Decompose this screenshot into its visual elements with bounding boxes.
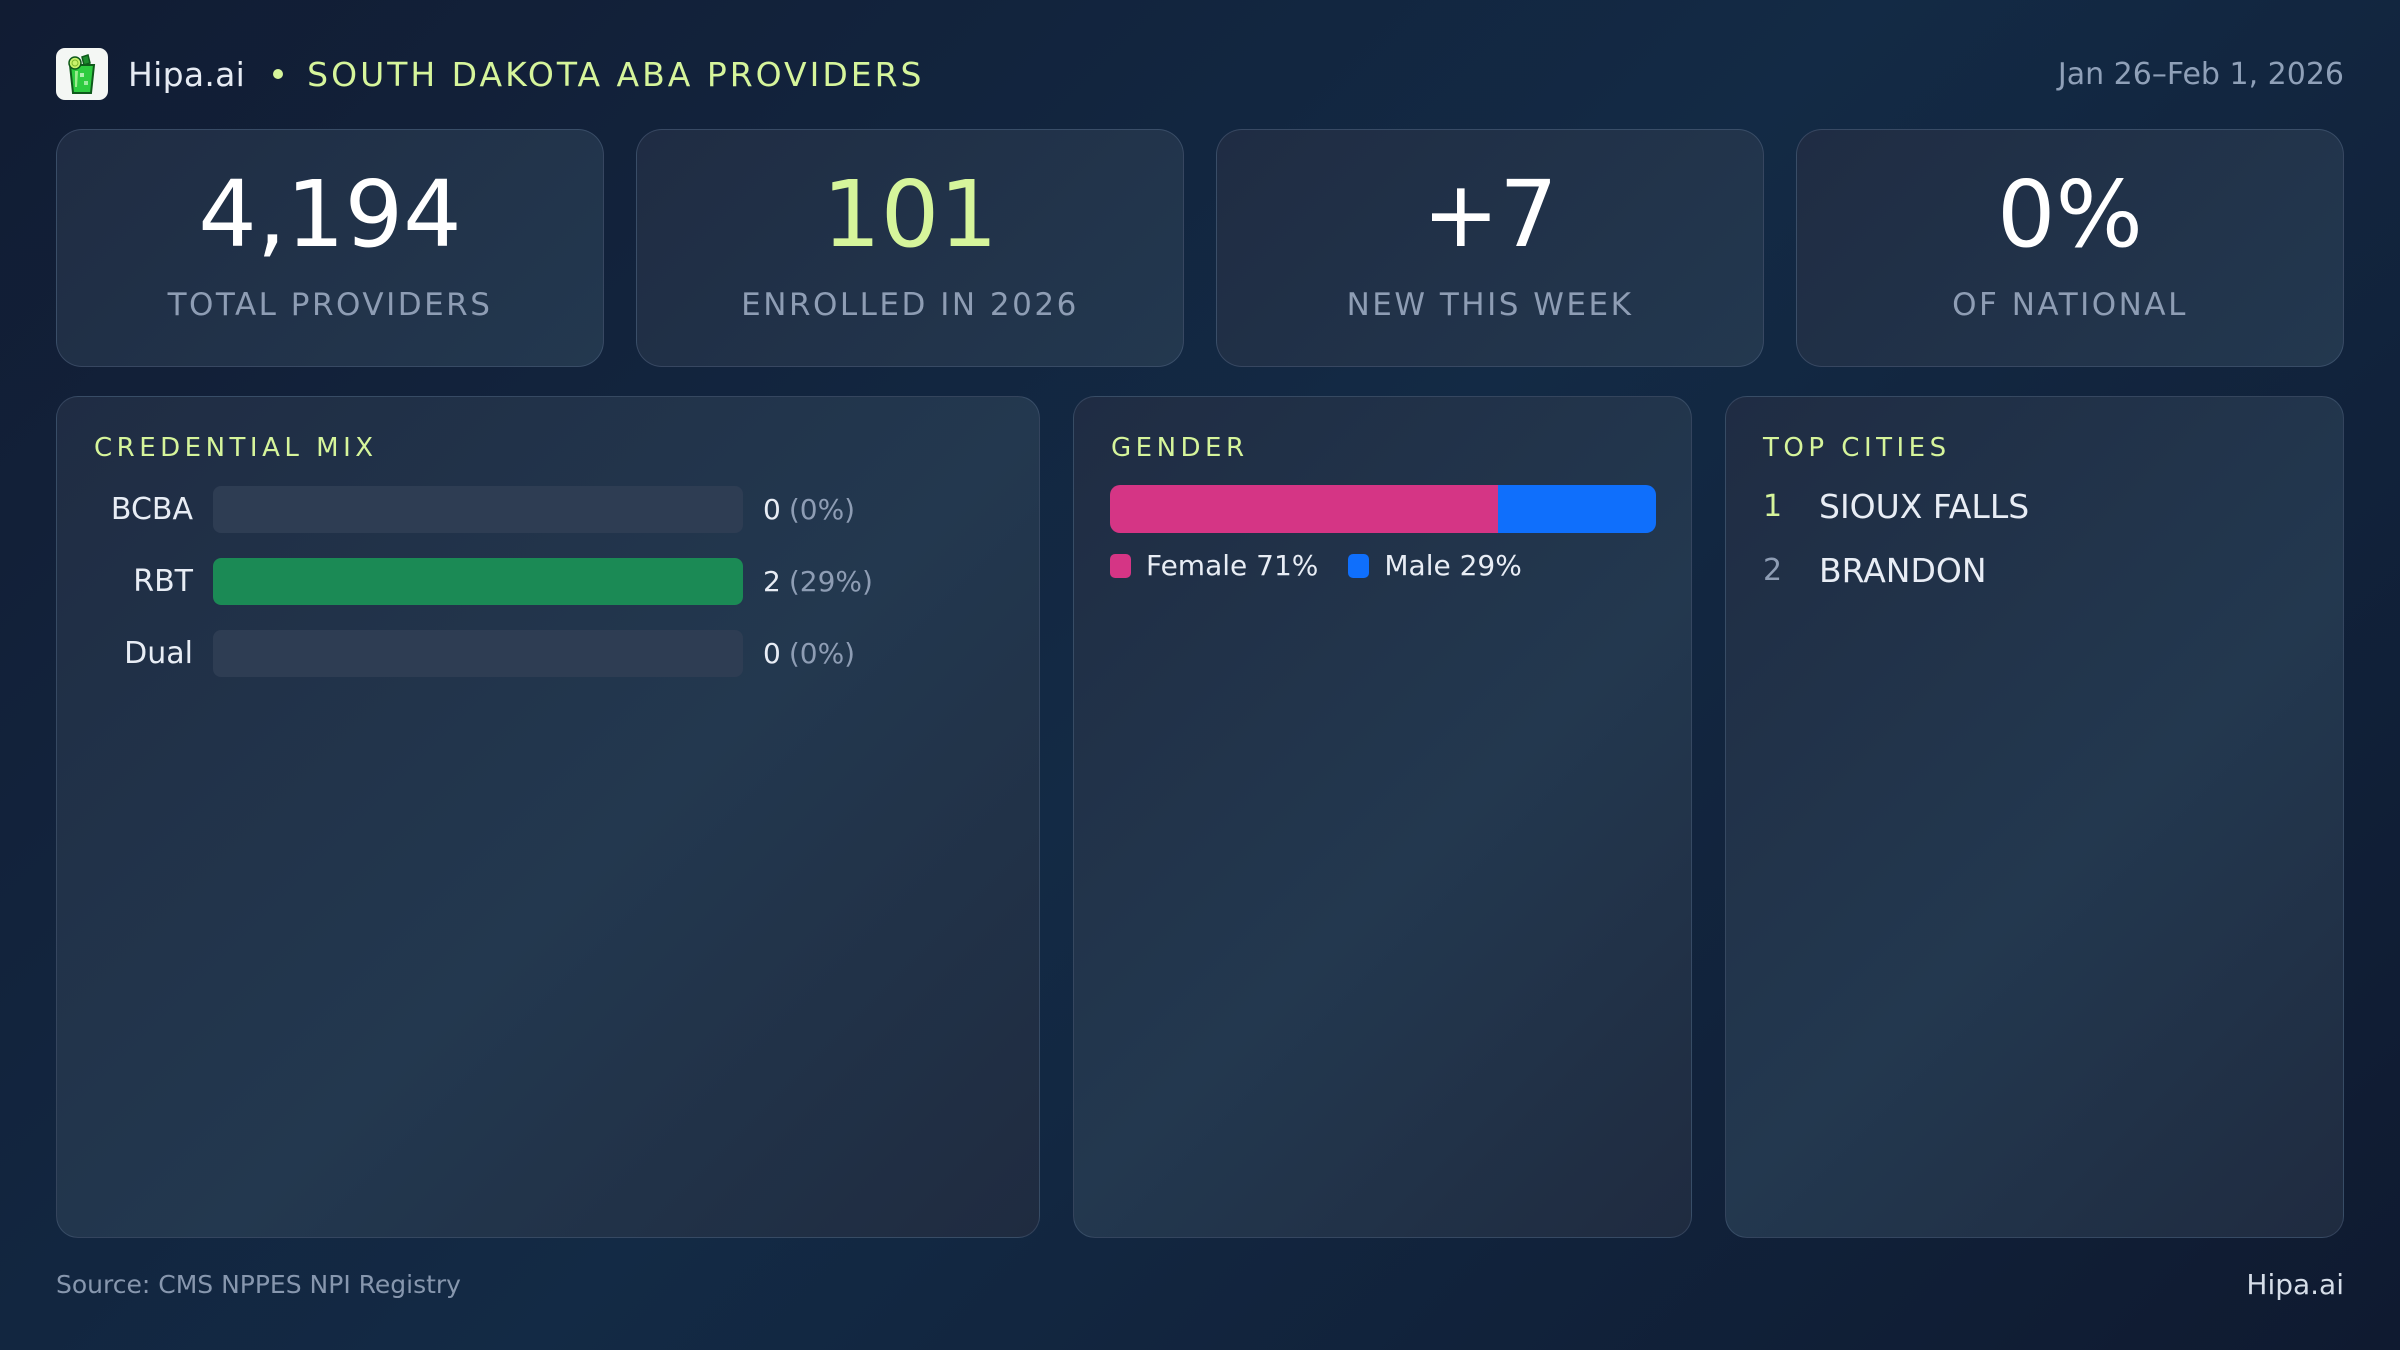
kpi-label: OF NATIONAL xyxy=(1952,287,2188,323)
credential-bar-track xyxy=(213,629,743,677)
separator-dot xyxy=(273,69,284,79)
brand-name: Hipa.ai xyxy=(128,54,246,94)
credential-label: RBT xyxy=(133,563,193,599)
credential-count: 0 (0%) xyxy=(763,636,856,670)
credential-count: 2 (29%) xyxy=(763,564,873,598)
header: Hipa.ai SOUTH DAKOTA ABA PROVIDERS Jan 2… xyxy=(56,47,2344,101)
kpi-value: 0% xyxy=(1997,161,2143,268)
credential-row-rbt: RBT 2 (29%) xyxy=(57,557,1039,605)
credential-label: Dual xyxy=(124,635,193,671)
kpi-value: +7 xyxy=(1422,161,1558,268)
credential-row-bcba: BCBA 0 (0%) xyxy=(57,485,1039,533)
city-rank: 2 xyxy=(1763,553,1783,588)
kpi-value: 4,194 xyxy=(198,161,462,268)
kpi-card-new-this-week: +7 NEW THIS WEEK xyxy=(1216,129,1764,367)
credential-count: 0 (0%) xyxy=(763,492,856,526)
credential-mix-panel: CREDENTIAL MIX BCBA 0 (0%) RBT 2 (29%) Dua… xyxy=(56,396,1040,1238)
source-note: Source: CMS NPPES NPI Registry xyxy=(56,1270,461,1299)
kpi-value: 101 xyxy=(822,161,998,268)
kpi-card-total-providers: 4,194 TOTAL PROVIDERS xyxy=(56,129,604,367)
gender-panel: GENDER Female 71% Male 29% xyxy=(1073,396,1692,1238)
credential-bar-track xyxy=(213,485,743,533)
city-list-item: 2 BRANDON xyxy=(1763,551,1987,590)
date-range: Jan 26–Feb 1, 2026 xyxy=(2057,56,2344,92)
city-name: BRANDON xyxy=(1819,551,1987,590)
gender-segment-male xyxy=(1497,485,1656,533)
kpi-label: NEW THIS WEEK xyxy=(1346,287,1634,323)
legend-swatch xyxy=(1348,553,1370,578)
page-title: SOUTH DAKOTA ABA PROVIDERS xyxy=(307,54,925,94)
city-rank: 1 xyxy=(1763,489,1783,524)
gender-stacked-bar xyxy=(1110,485,1656,533)
city-list-item: 1 SIOUX FALLS xyxy=(1763,487,2029,526)
kpi-row: 4,194 TOTAL PROVIDERS 101 ENROLLED IN 20… xyxy=(56,129,2344,367)
panel-title: TOP CITIES xyxy=(1763,433,1951,463)
credential-bar-track xyxy=(213,557,743,605)
kpi-label: TOTAL PROVIDERS xyxy=(167,287,493,323)
footer-brand: Hipa.ai xyxy=(2246,1268,2344,1301)
kpi-label: ENROLLED IN 2026 xyxy=(741,287,1079,323)
gender-segment-female xyxy=(1110,485,1498,533)
credential-label: BCBA xyxy=(110,491,193,527)
top-cities-panel: TOP CITIES 1 SIOUX FALLS 2 BRANDON xyxy=(1725,396,2344,1238)
credential-bar-fill xyxy=(213,557,743,605)
legend-swatch xyxy=(1110,553,1131,578)
kpi-card-enrolled-2026: 101 ENROLLED IN 2026 xyxy=(636,129,1184,367)
credential-row-dual: Dual 0 (0%) xyxy=(57,629,1039,677)
panel-title: GENDER xyxy=(1111,433,1249,463)
gender-legend: Female 71% Male 29% xyxy=(1110,549,1552,582)
panel-title: CREDENTIAL MIX xyxy=(94,433,378,463)
city-name: SIOUX FALLS xyxy=(1819,487,2030,526)
legend-label: Female 71% xyxy=(1146,549,1319,582)
legend-item-female: Female 71% xyxy=(1110,549,1318,582)
mojito-glass-icon xyxy=(56,48,108,100)
legend-item-male: Male 29% xyxy=(1348,549,1522,582)
legend-label: Male 29% xyxy=(1384,549,1522,582)
kpi-card-of-national: 0% OF NATIONAL xyxy=(1796,129,2344,367)
